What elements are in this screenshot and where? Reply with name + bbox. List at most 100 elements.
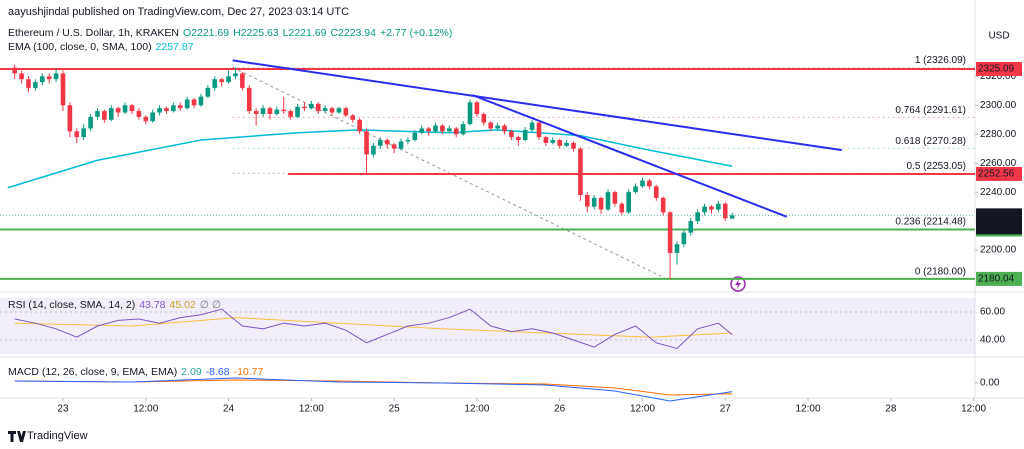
last-price-label: 2223.94	[978, 210, 1015, 221]
last-price-tag	[976, 208, 1022, 235]
y-tick-label: 2200.00	[980, 245, 1017, 256]
candle-body	[557, 140, 562, 146]
legend-item: H2225.63	[233, 27, 279, 39]
fib-label: 0.618 (2270.28)	[895, 136, 966, 147]
candle-body	[177, 105, 183, 109]
candle-body	[467, 102, 473, 125]
candle-body	[488, 122, 494, 129]
candle-body	[219, 79, 224, 83]
x-tick-label: 12:00	[630, 404, 655, 415]
candle-body	[102, 111, 107, 120]
candle-body	[453, 128, 459, 135]
candle-body	[584, 195, 590, 207]
candle-body	[447, 128, 452, 132]
rsi-tick-label: 40.00	[980, 335, 1005, 346]
candle-body	[543, 137, 549, 143]
candle-body	[198, 96, 204, 106]
x-tick-label: 25	[389, 404, 401, 415]
fib-label: 0 (2180.00)	[915, 267, 966, 278]
candle-body	[164, 108, 169, 112]
candle-body	[605, 192, 611, 210]
candle-body	[564, 142, 569, 146]
legend-item: -10.77	[234, 366, 264, 378]
price-tag	[976, 271, 1022, 286]
candle-body	[212, 79, 218, 88]
x-tick-label: 12:00	[133, 404, 158, 415]
candle-body	[357, 119, 362, 132]
candle-body	[60, 73, 66, 106]
legend-item: 2257.87	[156, 41, 194, 53]
candle-body	[722, 203, 728, 219]
candle-body	[171, 105, 176, 112]
candle-body	[115, 108, 121, 113]
candle-body	[522, 129, 528, 141]
candle-body	[343, 108, 349, 116]
rsi-sma-line	[14, 317, 733, 338]
candle-body	[702, 206, 707, 213]
currency: USD	[988, 31, 1009, 42]
legend: MACD (12, 26, close, 9, EMA, EMA) 2.09 -8.…	[8, 366, 264, 378]
candle-body	[12, 67, 17, 74]
countdown: 45:34	[981, 222, 1006, 233]
candle-body	[529, 122, 535, 130]
candle-body	[288, 111, 293, 117]
trend-line	[232, 59, 842, 152]
lightning-icon	[730, 276, 746, 292]
legend-item: MACD (12, 26, close, 9, EMA, EMA)	[8, 366, 177, 378]
candle-body	[384, 140, 390, 145]
candle-body	[729, 215, 735, 219]
candle-body	[122, 105, 128, 113]
candle-body	[378, 140, 383, 146]
attribution: aayushjindal published on TradingView.co…	[8, 6, 349, 18]
candle-body	[440, 125, 445, 132]
candle-body	[495, 125, 500, 129]
candle-body	[233, 73, 238, 77]
candle-body	[74, 131, 80, 138]
legend: EMA (100, close, 0, SMA, 100) 2257.87	[8, 41, 194, 53]
candle-body	[302, 106, 307, 109]
candle-body	[240, 73, 245, 88]
x-tick-label: 23	[57, 404, 69, 415]
candle-body	[391, 144, 397, 149]
candle-body	[426, 128, 431, 132]
candle-body	[88, 116, 93, 129]
candle-body	[647, 180, 652, 187]
candle-body	[329, 108, 335, 113]
candle-body	[419, 128, 425, 133]
candle-body	[267, 108, 273, 114]
candle-body	[591, 197, 597, 207]
rsi-line	[14, 308, 733, 349]
candle-body	[371, 145, 376, 155]
candle-body	[53, 73, 59, 80]
candle-body	[253, 111, 259, 114]
legend: RSI (14, close, SMA, 14, 2) 43.78 45.02 ∅ ∅	[8, 299, 221, 311]
candle-body	[626, 192, 631, 213]
candle-body	[681, 232, 687, 245]
price-tag	[976, 166, 1022, 181]
candle-body	[274, 109, 280, 114]
candle-body	[633, 186, 638, 193]
x-tick-label: 12:00	[796, 404, 821, 415]
candle-body	[709, 206, 714, 210]
legend-item: L2221.69	[283, 27, 327, 39]
x-tick-label: 24	[223, 404, 235, 415]
candle-body	[322, 108, 328, 112]
candle-body	[150, 112, 155, 122]
legend-item: Ethereum / U.S. Dollar, 1h, KRAKEN	[8, 27, 179, 39]
candle-body	[191, 99, 197, 106]
candle-body	[46, 76, 52, 80]
candle-body	[640, 180, 645, 187]
candle-body	[33, 82, 38, 88]
y-tick-label: 2280.00	[980, 129, 1017, 140]
candle-body	[309, 103, 314, 109]
x-tick-label: 28	[885, 404, 897, 415]
candle-body	[412, 132, 418, 141]
legend-item: RSI (14, close, SMA, 14, 2)	[8, 299, 135, 311]
candle-body	[660, 197, 666, 213]
candle-body	[184, 99, 190, 109]
candle-body	[246, 87, 252, 112]
legend-item: O2221.69	[183, 27, 229, 39]
candle-body	[19, 73, 24, 80]
candle-body	[433, 125, 438, 132]
